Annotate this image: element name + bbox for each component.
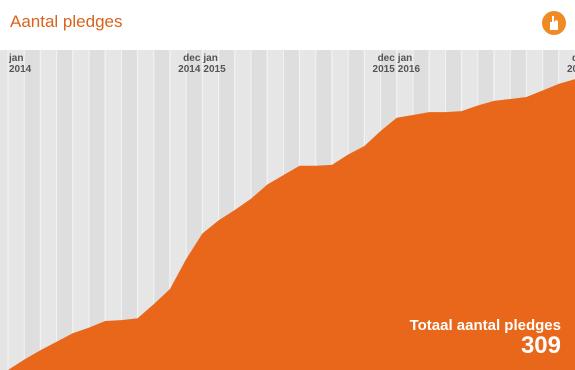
logo-icon[interactable]: [541, 10, 567, 36]
month-column: [153, 50, 169, 370]
month-column: [24, 50, 40, 370]
total-label: Totaal aantal pledges: [409, 317, 561, 334]
month-column: [89, 50, 105, 370]
total-value: 309: [520, 332, 561, 359]
month-column: [121, 50, 137, 370]
area: [8, 79, 575, 370]
chart: [0, 50, 575, 370]
month-column: [105, 50, 121, 370]
chart-title: Aantal pledges: [10, 12, 123, 31]
x-tick-label: jan 2016: [397, 53, 421, 75]
x-tick-label: dec 2014: [178, 53, 201, 75]
x-tick-label: dec 2016: [566, 53, 575, 75]
month-column: [72, 50, 88, 370]
month-column: [56, 50, 72, 370]
x-tick-label: jan 2015: [203, 53, 226, 75]
month-column: [8, 50, 24, 370]
month-column: [137, 50, 153, 370]
x-tick-label: jan 2014: [9, 53, 32, 75]
x-tick-label: dec 2015: [372, 53, 395, 75]
month-column: [40, 50, 56, 370]
plot-area: jan 2014 dec 2014 jan 2015 dec 2015 jan 2016…: [0, 50, 575, 370]
